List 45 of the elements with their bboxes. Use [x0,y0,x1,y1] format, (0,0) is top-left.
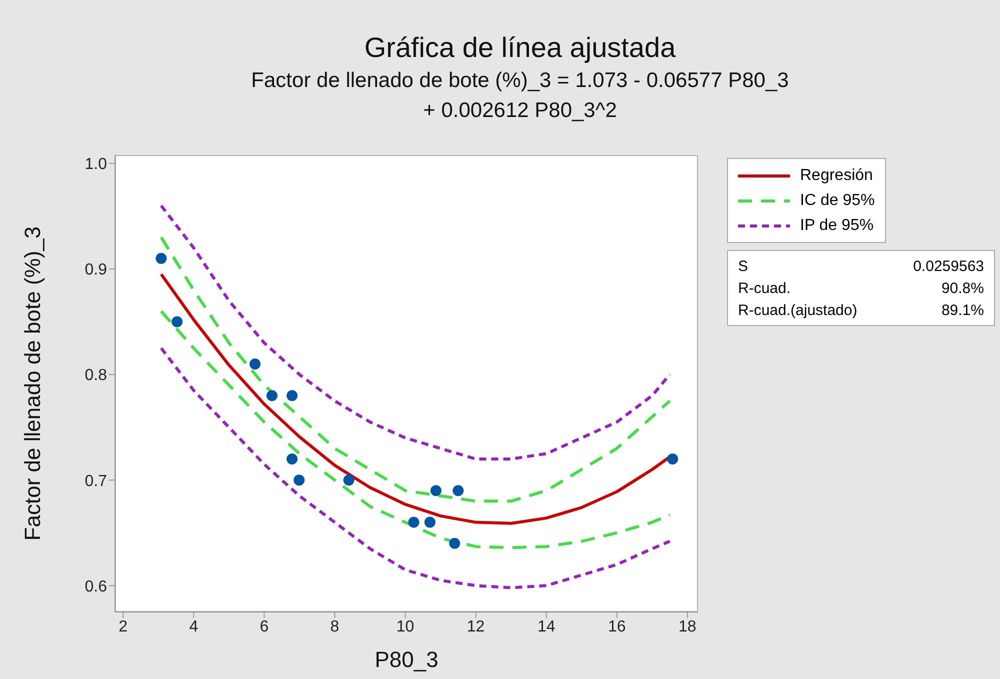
x-tick-label: 8 [330,618,340,636]
x-tick-label: 18 [678,618,696,636]
line-series [160,204,672,460]
line-series [160,346,672,590]
text: 89.1% [941,302,984,318]
text: 0.0259563 [913,258,984,274]
point [343,474,354,486]
y-tick-label: 1.0 [84,156,108,174]
y-tick-label: 0.7 [84,472,108,490]
point [156,252,167,264]
point [430,485,442,496]
point [286,390,298,402]
point [667,453,678,464]
x-tick-label: 6 [260,618,269,636]
point [266,390,278,402]
x-tick-label: 12 [466,618,485,636]
legend-label: Regresión [800,166,873,184]
text: R-cuad. [738,280,791,296]
legend-label: IP de 95% [800,216,874,234]
x-tick-label: 10 [396,618,414,636]
point [452,485,464,496]
x-tick-label: 4 [189,618,198,636]
y-axis-title: Factor de llenado de bote (%)_3 [20,226,45,541]
line-series [160,236,672,503]
line-series [160,310,672,550]
text: R-cuad.(ajustado) [738,302,858,318]
legend-label: IC de 95% [800,192,875,210]
point [172,316,183,328]
point [424,516,436,528]
point [294,474,305,486]
y-tick-label: 0.6 [84,578,108,596]
x-axis-title: P80_3 [374,647,438,672]
y-tick-label: 0.8 [84,367,108,384]
x-tick-label: 14 [537,618,556,636]
chart-title: Gráfica de línea ajustada [363,31,677,65]
text: 90.8% [941,280,984,296]
chart-subtitle: Factor de llenado de bote (%)_3 = 1.073 - 0.06577 P80_3 + 0.002612 P80_3^2 [250,68,790,124]
point [408,516,420,528]
text: S [738,258,748,274]
point [250,358,261,370]
point [449,538,460,549]
point [286,453,298,464]
y-tick-label: 0.9 [84,262,108,279]
x-tick-label: 2 [118,618,128,636]
x-tick-label: 16 [608,618,626,636]
